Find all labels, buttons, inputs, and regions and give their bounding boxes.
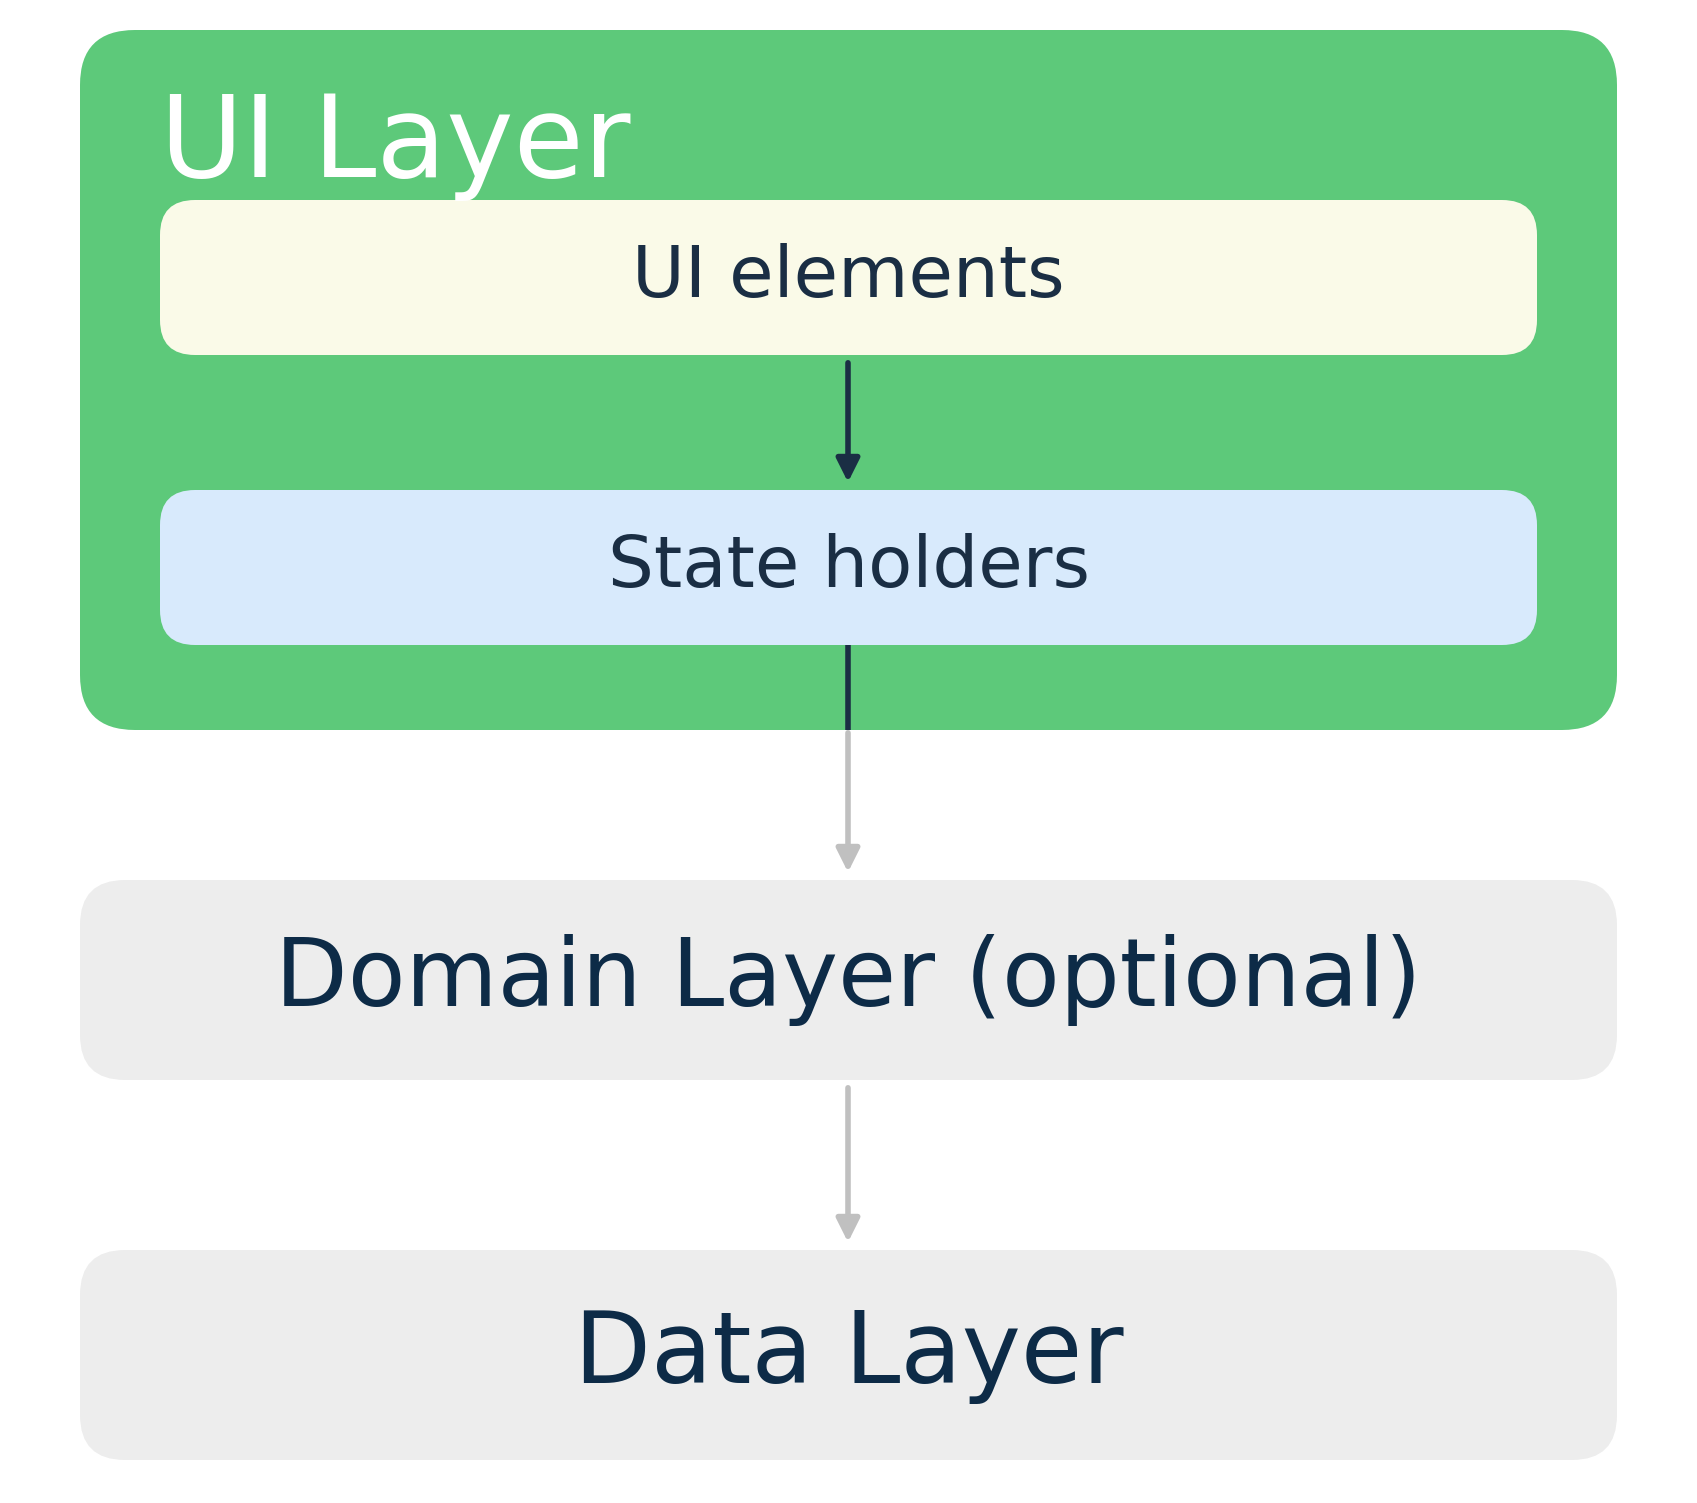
FancyBboxPatch shape	[80, 1250, 1617, 1459]
FancyBboxPatch shape	[160, 490, 1537, 645]
Text: UI Layer: UI Layer	[160, 90, 631, 201]
Text: Domain Layer (optional): Domain Layer (optional)	[275, 933, 1422, 1027]
FancyBboxPatch shape	[80, 30, 1617, 730]
Text: State holders: State holders	[608, 534, 1089, 603]
Text: Data Layer: Data Layer	[574, 1306, 1123, 1404]
FancyBboxPatch shape	[80, 879, 1617, 1081]
Text: UI elements: UI elements	[633, 243, 1064, 313]
FancyBboxPatch shape	[160, 200, 1537, 355]
